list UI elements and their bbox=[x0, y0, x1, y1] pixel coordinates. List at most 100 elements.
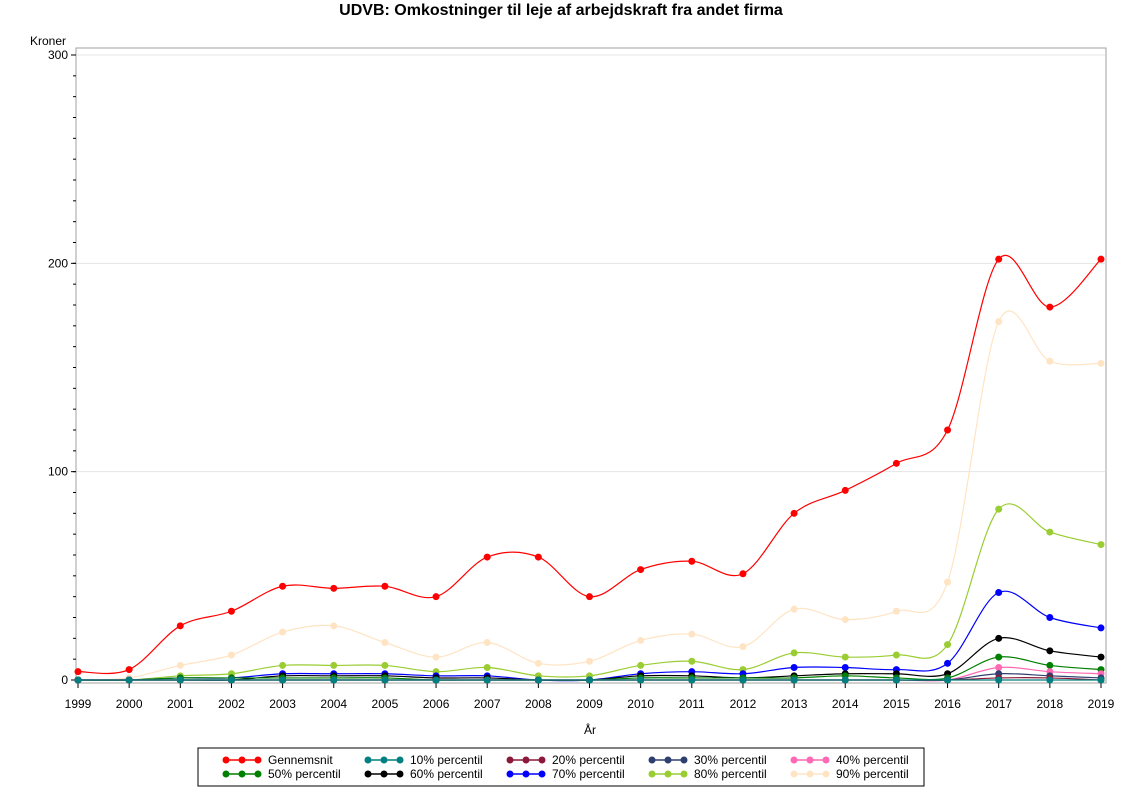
data-point bbox=[125, 666, 133, 674]
data-point bbox=[227, 607, 235, 615]
data-point bbox=[1097, 676, 1105, 684]
legend-marker bbox=[222, 770, 230, 778]
data-point bbox=[1097, 653, 1105, 661]
data-point bbox=[279, 628, 287, 636]
data-point bbox=[944, 578, 952, 586]
data-point bbox=[637, 676, 645, 684]
legend-marker bbox=[822, 756, 830, 764]
legend-marker bbox=[680, 756, 688, 764]
data-point bbox=[74, 668, 82, 676]
legend-marker bbox=[222, 756, 230, 764]
series-line bbox=[77, 590, 1102, 682]
data-point bbox=[739, 570, 747, 578]
data-point bbox=[483, 553, 491, 561]
data-point bbox=[892, 607, 900, 615]
x-tick-label: 2019 bbox=[1088, 697, 1115, 711]
x-tick-label: 2010 bbox=[627, 697, 654, 711]
legend-item: 50% percentil bbox=[222, 767, 341, 781]
legend-item: 70% percentil bbox=[506, 767, 625, 781]
data-point bbox=[1046, 676, 1054, 684]
data-point bbox=[995, 664, 1003, 671]
data-point bbox=[841, 653, 849, 661]
series-line bbox=[77, 503, 1102, 681]
legend-marker bbox=[364, 770, 372, 778]
series-group bbox=[74, 255, 1105, 684]
data-point bbox=[176, 676, 184, 684]
data-point bbox=[995, 255, 1003, 263]
legend-marker bbox=[522, 770, 530, 778]
data-point bbox=[841, 664, 849, 671]
data-point bbox=[841, 486, 849, 494]
data-point bbox=[1097, 624, 1105, 632]
data-point bbox=[892, 676, 900, 684]
legend-marker bbox=[806, 756, 814, 764]
legend-label: 50% percentil bbox=[268, 767, 341, 781]
legend-marker bbox=[538, 770, 546, 778]
data-point bbox=[790, 605, 798, 613]
data-point bbox=[1046, 661, 1054, 669]
data-point bbox=[534, 659, 542, 667]
legend-marker bbox=[822, 770, 830, 778]
data-point bbox=[944, 641, 952, 649]
x-tick-label: 2007 bbox=[474, 697, 501, 711]
legend-marker bbox=[664, 770, 672, 778]
legend-item: 60% percentil bbox=[364, 767, 483, 781]
y-tick-label: 200 bbox=[48, 256, 68, 270]
legend-marker bbox=[790, 756, 798, 764]
legend-item: 20% percentil bbox=[506, 753, 625, 767]
legend-label: 10% percentil bbox=[410, 753, 483, 767]
data-point bbox=[637, 661, 645, 669]
data-point bbox=[381, 661, 389, 669]
legend-label: 30% percentil bbox=[694, 753, 767, 767]
x-tick-label: 2014 bbox=[832, 697, 859, 711]
series-10-percentil bbox=[74, 676, 1105, 684]
data-point bbox=[1046, 614, 1054, 621]
legend-marker bbox=[664, 756, 672, 764]
data-point bbox=[586, 593, 593, 601]
legend-item: 90% percentil bbox=[790, 767, 909, 781]
x-tick-label: 2000 bbox=[116, 697, 143, 711]
data-point bbox=[176, 661, 184, 669]
series-gennemsnit bbox=[74, 255, 1105, 676]
legend-label: 80% percentil bbox=[694, 767, 767, 781]
y-tick-label: 300 bbox=[48, 48, 68, 62]
legend-label: 20% percentil bbox=[552, 753, 625, 767]
series-90-percentil bbox=[74, 310, 1105, 684]
legend-item: 40% percentil bbox=[790, 753, 909, 767]
x-tick-label: 2011 bbox=[679, 697, 705, 711]
legend-marker bbox=[648, 770, 656, 778]
data-point bbox=[739, 643, 747, 651]
data-point bbox=[995, 589, 1003, 596]
data-point bbox=[790, 664, 798, 671]
data-point bbox=[1046, 357, 1054, 365]
data-point bbox=[944, 659, 952, 667]
legend-marker bbox=[396, 756, 404, 764]
data-point bbox=[739, 676, 747, 684]
y-tick-label: 0 bbox=[61, 673, 68, 687]
legend-marker bbox=[364, 756, 372, 764]
legend-marker bbox=[806, 770, 814, 778]
data-point bbox=[1046, 647, 1054, 655]
x-tick-label: 2006 bbox=[423, 697, 450, 711]
legend-marker bbox=[648, 756, 656, 764]
legend-label: 40% percentil bbox=[836, 753, 909, 767]
data-point bbox=[1046, 528, 1054, 536]
data-point bbox=[330, 584, 338, 592]
data-point bbox=[227, 676, 235, 684]
x-tick-label: 2016 bbox=[934, 697, 961, 711]
x-tick-label: 2015 bbox=[883, 697, 910, 711]
legend-marker bbox=[380, 770, 388, 778]
data-point bbox=[330, 676, 338, 684]
data-point bbox=[841, 616, 849, 624]
data-point bbox=[688, 630, 696, 638]
x-tick-label: 1999 bbox=[65, 697, 92, 711]
data-point bbox=[995, 505, 1003, 513]
legend-label: 90% percentil bbox=[836, 767, 909, 781]
legend-marker bbox=[254, 756, 262, 764]
legend-label: 60% percentil bbox=[410, 767, 483, 781]
data-point bbox=[586, 676, 593, 684]
data-point bbox=[688, 657, 696, 665]
data-point bbox=[125, 676, 133, 684]
x-tick-label: 2003 bbox=[269, 697, 296, 711]
